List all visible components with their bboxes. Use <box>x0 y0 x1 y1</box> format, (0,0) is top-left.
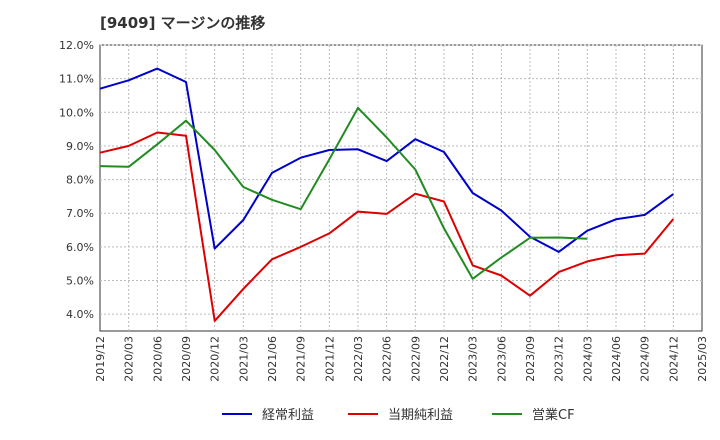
x-tick-label: 2022/12 <box>438 336 451 382</box>
x-tick-label: 2023/06 <box>495 336 508 382</box>
x-tick-label: 2020/06 <box>151 336 164 382</box>
y-tick-label: 12.0% <box>59 39 94 52</box>
x-tick-label: 2022/06 <box>381 336 394 382</box>
x-tick-label: 2022/03 <box>352 336 365 382</box>
x-tick-label: 2025/03 <box>696 336 709 382</box>
y-tick-label: 11.0% <box>59 73 94 86</box>
legend-label: 営業CF <box>532 407 575 423</box>
series-line-3 <box>99 106 588 280</box>
legend-label: 経常利益 <box>262 408 314 423</box>
x-tick-label: 2024/06 <box>610 336 623 382</box>
grid-lines <box>100 44 702 331</box>
y-tick-label: 10.0% <box>59 106 94 119</box>
y-axis-ticks: 12.0% 11.0% 10.0% 9.0% 8.0% 7.0% 6.0% 5.0% 4.0% <box>59 39 94 321</box>
x-tick-label: 2024/09 <box>639 336 652 382</box>
chart-title: [9409] マージンの推移 <box>100 14 266 32</box>
legend-label: 当期純利益 <box>388 408 453 423</box>
x-tick-label: 2022/09 <box>409 336 422 382</box>
y-tick-label: 9.0% <box>66 140 94 153</box>
x-tick-label: 2021/12 <box>323 336 336 382</box>
x-tick-label: 2020/03 <box>123 336 136 382</box>
y-tick-label: 5.0% <box>66 275 94 288</box>
x-tick-label: 2021/03 <box>237 336 250 382</box>
y-tick-label: 4.0% <box>66 308 94 321</box>
series-line-2 <box>99 131 675 322</box>
plot-area <box>99 44 703 332</box>
x-tick-label: 2021/06 <box>266 336 279 382</box>
x-tick-label: 2020/12 <box>209 336 222 382</box>
series-lines <box>99 67 675 322</box>
x-tick-label: 2021/09 <box>295 336 308 382</box>
x-tick-label: 2023/09 <box>524 336 537 382</box>
y-tick-label: 8.0% <box>66 174 94 187</box>
x-tick-label: 2019/12 <box>94 336 107 382</box>
x-tick-label: 2020/09 <box>180 336 193 382</box>
x-tick-label: 2024/12 <box>667 336 680 382</box>
x-tick-label: 2023/03 <box>467 336 480 382</box>
x-tick-label: 2023/12 <box>553 336 566 382</box>
y-tick-label: 7.0% <box>66 207 94 220</box>
y-tick-label: 6.0% <box>66 241 94 254</box>
legend: 経常利益 当期純利益 営業CF <box>222 407 575 423</box>
x-tick-label: 2024/03 <box>581 336 594 382</box>
x-axis-ticks: 2019/12 2020/03 2020/06 2020/09 2020/12 2021/… <box>94 336 709 382</box>
